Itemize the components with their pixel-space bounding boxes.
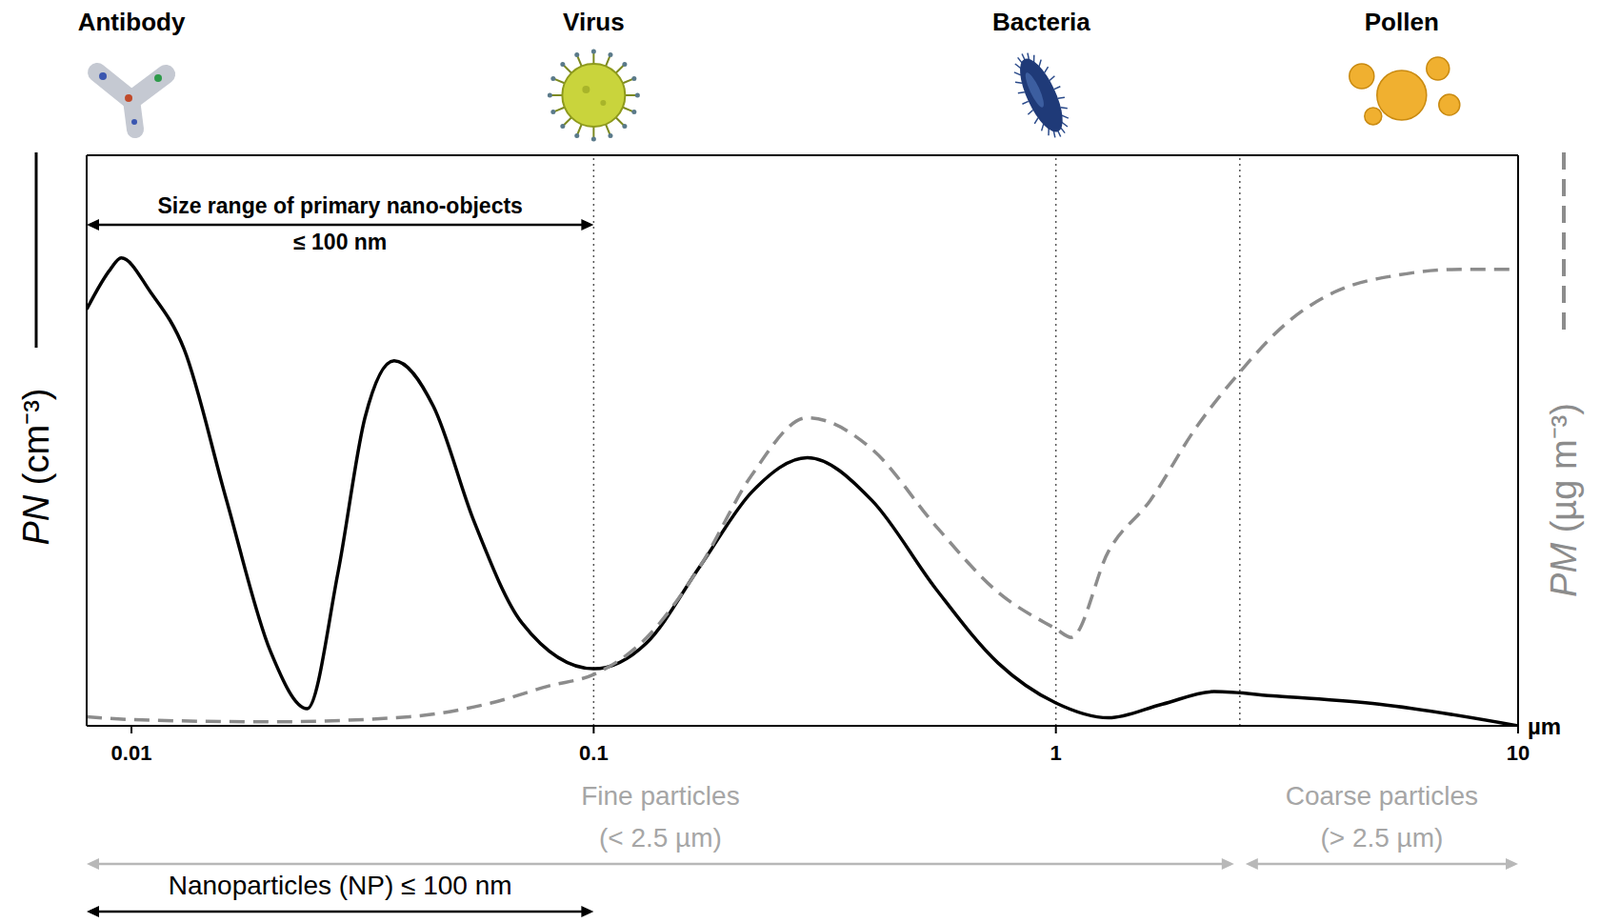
svg-text:PM (µg m⁻³): PM (µg m⁻³) [1543,402,1584,598]
svg-text:Size range of primary nano-obj: Size range of primary nano-objects [157,193,522,219]
svg-text:(< 2.5 µm): (< 2.5 µm) [599,822,722,853]
svg-text:Nanoparticles (NP) ≤ 100 nm: Nanoparticles (NP) ≤ 100 nm [168,870,513,900]
svg-text:0.1: 0.1 [579,740,609,765]
svg-text:1: 1 [1050,740,1062,765]
svg-text:Antibody: Antibody [78,7,186,37]
svg-text:µm: µm [1527,713,1561,740]
svg-text:Pollen: Pollen [1364,7,1440,37]
svg-text:(> 2.5 µm): (> 2.5 µm) [1320,822,1443,853]
svg-text:PN (cm⁻³): PN (cm⁻³) [16,388,57,546]
svg-text:0.01: 0.01 [111,740,153,765]
svg-text:Fine particles: Fine particles [580,780,740,811]
svg-text:Virus: Virus [562,7,625,37]
svg-text:≤ 100 nm: ≤ 100 nm [293,229,387,255]
svg-text:10: 10 [1506,740,1530,765]
svg-text:Coarse particles: Coarse particles [1285,780,1479,811]
svg-text:Bacteria: Bacteria [992,7,1091,37]
